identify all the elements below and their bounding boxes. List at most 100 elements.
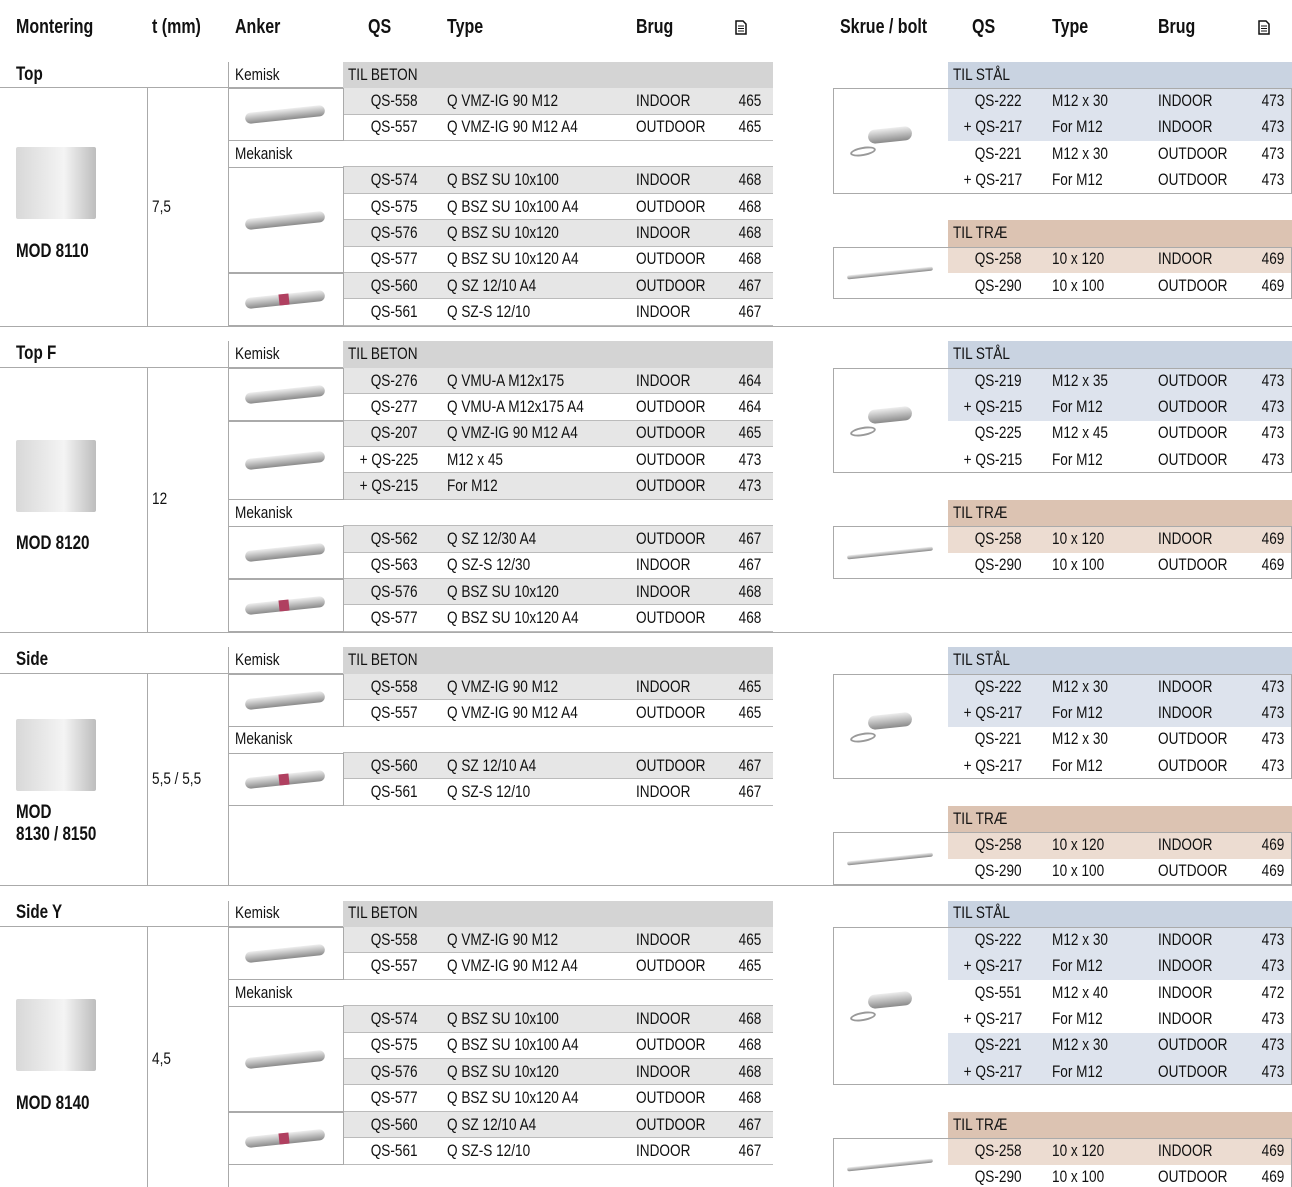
row-bg bbox=[948, 246, 1292, 273]
rule bbox=[343, 1005, 773, 1007]
type: Q BSZ SU 10x120 A4 bbox=[447, 608, 579, 628]
brug: OUTDOOR bbox=[1158, 555, 1228, 575]
brug: OUTDOOR bbox=[636, 1088, 706, 1108]
type: Q BSZ SU 10x120 bbox=[447, 1061, 559, 1081]
qs: QS-558 bbox=[371, 91, 418, 111]
type: M12 x 30 bbox=[1052, 143, 1108, 163]
type: For M12 bbox=[1052, 117, 1103, 137]
rule bbox=[343, 1137, 773, 1139]
page: 473 bbox=[738, 449, 761, 469]
page: 473 bbox=[1261, 397, 1284, 417]
qs: QS-557 bbox=[371, 956, 418, 976]
column-header: Type bbox=[1052, 16, 1089, 38]
row-bg bbox=[948, 1059, 1292, 1086]
profile-image bbox=[16, 147, 96, 219]
row-bg bbox=[343, 700, 773, 727]
page: 473 bbox=[1261, 170, 1284, 190]
qs: QS-575 bbox=[371, 1035, 418, 1055]
rule bbox=[147, 367, 148, 632]
qs: QS-562 bbox=[371, 529, 418, 549]
qs: QS-576 bbox=[371, 581, 418, 601]
group-header bbox=[948, 220, 1292, 247]
brug: INDOOR bbox=[636, 302, 691, 322]
model: MOD 8120 bbox=[16, 533, 90, 555]
brug: OUTDOOR bbox=[636, 755, 706, 775]
mount-name: Top bbox=[16, 63, 43, 85]
anchor-group: Kemisk bbox=[235, 344, 280, 364]
brug: OUTDOOR bbox=[636, 956, 706, 976]
page: 469 bbox=[1261, 249, 1284, 269]
qs: QS-560 bbox=[371, 1114, 418, 1134]
type: M12 x 40 bbox=[1052, 982, 1108, 1002]
page: 465 bbox=[738, 117, 761, 137]
rule bbox=[343, 699, 773, 701]
group-header-text: TIL STÅL bbox=[953, 650, 1010, 670]
type: Q VMZ-IG 90 M12 A4 bbox=[447, 703, 578, 723]
page: 473 bbox=[1261, 1061, 1284, 1081]
image-cell bbox=[833, 88, 1292, 194]
anchor-group: Kemisk bbox=[235, 903, 280, 923]
type: For M12 bbox=[1052, 755, 1103, 775]
row-bg bbox=[948, 726, 1292, 753]
page: 473 bbox=[738, 476, 761, 496]
qs: QS-290 bbox=[975, 861, 1022, 881]
type: 10 x 120 bbox=[1052, 835, 1105, 855]
type: Q BSZ SU 10x120 bbox=[447, 223, 559, 243]
rule bbox=[228, 647, 229, 885]
qs: + QS-217 bbox=[963, 170, 1022, 190]
group-header bbox=[948, 499, 1292, 527]
brug: INDOOR bbox=[1158, 249, 1213, 269]
brug: INDOOR bbox=[636, 1009, 691, 1029]
page: 473 bbox=[1261, 117, 1284, 137]
qs: QS-557 bbox=[371, 117, 418, 137]
page: 465 bbox=[738, 929, 761, 949]
qs: + QS-225 bbox=[359, 449, 418, 469]
brug: OUTDOOR bbox=[1158, 370, 1228, 390]
group-header bbox=[343, 341, 773, 368]
page: 467 bbox=[738, 1141, 761, 1161]
qs: QS-221 bbox=[975, 143, 1022, 163]
row-bg bbox=[948, 832, 1292, 859]
type: Q SZ 12/10 A4 bbox=[447, 1114, 537, 1134]
page: 469 bbox=[1261, 1167, 1284, 1187]
page: 467 bbox=[738, 302, 761, 322]
row-bg bbox=[948, 447, 1292, 474]
rule bbox=[343, 1058, 773, 1059]
row-bg bbox=[343, 526, 773, 553]
brug: INDOOR bbox=[636, 370, 691, 390]
type: For M12 bbox=[1052, 449, 1103, 469]
group-header bbox=[343, 647, 773, 674]
page: 465 bbox=[738, 956, 761, 976]
row-bg bbox=[343, 753, 773, 780]
column-header: t (mm) bbox=[152, 16, 201, 38]
group-header-text: TIL TRÆ bbox=[953, 808, 1008, 828]
qs: QS-551 bbox=[975, 982, 1022, 1002]
rule bbox=[0, 926, 343, 927]
rule bbox=[0, 325, 1292, 327]
model: MOD 8110 bbox=[16, 240, 89, 262]
brug: OUTDOOR bbox=[636, 449, 706, 469]
type: Q VMU-A M12x175 bbox=[447, 370, 565, 390]
brug: OUTDOOR bbox=[1158, 397, 1228, 417]
page: 473 bbox=[1261, 956, 1284, 976]
rule bbox=[0, 885, 1292, 886]
rule bbox=[343, 630, 773, 632]
group-header-text: TIL STÅL bbox=[953, 903, 1010, 923]
page: 473 bbox=[1261, 676, 1284, 696]
rule bbox=[147, 673, 148, 885]
page: 468 bbox=[738, 249, 761, 269]
anchor-group: Mekanisk bbox=[235, 143, 293, 163]
brug: INDOOR bbox=[636, 782, 691, 802]
group-header bbox=[948, 61, 1292, 89]
type: Q BSZ SU 10x100 bbox=[447, 170, 559, 190]
mount-name: Top F bbox=[16, 343, 57, 365]
qs: QS-576 bbox=[371, 1061, 418, 1081]
row-bg bbox=[948, 141, 1292, 168]
type: 10 x 120 bbox=[1052, 249, 1105, 269]
qs: QS-563 bbox=[371, 555, 418, 575]
qs: QS-258 bbox=[975, 529, 1022, 549]
rule bbox=[343, 472, 773, 474]
type: Q SZ-S 12/10 bbox=[447, 302, 531, 322]
type: 10 x 120 bbox=[1052, 1141, 1105, 1161]
